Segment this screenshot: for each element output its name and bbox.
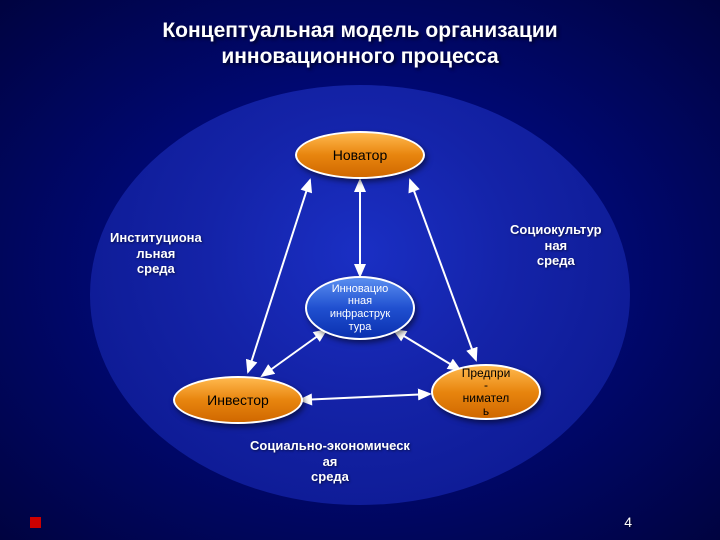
env-label-right: Социокультурнаясреда xyxy=(510,222,602,269)
node-right: Предпри-ниматель xyxy=(431,364,541,420)
slide-title: Концептуальная модель организации иннова… xyxy=(0,0,720,71)
accent-box-icon xyxy=(30,517,41,528)
node-top: Новатор xyxy=(295,131,425,179)
env-label-left: Институциональнаясреда xyxy=(110,230,202,277)
node-left: Инвестор xyxy=(173,376,303,424)
title-line-2: инновационного процесса xyxy=(221,45,498,68)
page-number: 4 xyxy=(624,514,632,530)
title-line-1: Концептуальная модель организации xyxy=(162,19,557,42)
node-center: Инновационнаяинфраструктура xyxy=(305,276,415,340)
env-label-bottom: Социально-экономическаясреда xyxy=(250,438,410,485)
